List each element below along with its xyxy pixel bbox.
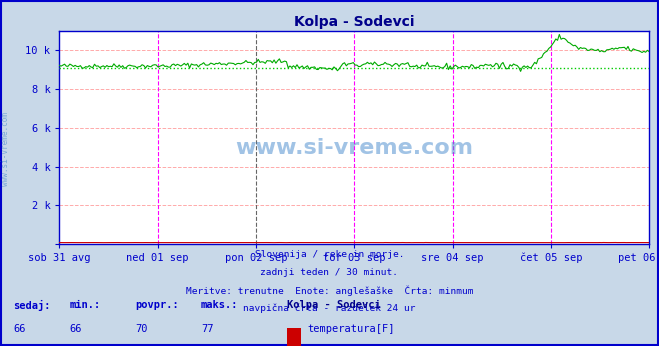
Text: zadnji teden / 30 minut.: zadnji teden / 30 minut. [260,268,399,277]
Text: 70: 70 [135,324,148,334]
Text: 66: 66 [69,324,82,334]
Text: sedaj:: sedaj: [13,300,51,311]
Text: min.:: min.: [69,300,100,310]
Text: temperatura[F]: temperatura[F] [308,324,395,334]
Text: 66: 66 [13,324,26,334]
Text: maks.:: maks.: [201,300,239,310]
Text: Kolpa - Sodevci: Kolpa - Sodevci [287,300,380,310]
Text: www.si-vreme.com: www.si-vreme.com [1,112,10,186]
Text: povpr.:: povpr.: [135,300,179,310]
Text: www.si-vreme.com: www.si-vreme.com [235,138,473,158]
Title: Kolpa - Sodevci: Kolpa - Sodevci [294,15,415,29]
Text: Meritve: trenutne  Enote: anglešaške  Črta: minmum: Meritve: trenutne Enote: anglešaške Črta… [186,286,473,296]
Text: navpična črta - razdelek 24 ur: navpična črta - razdelek 24 ur [243,304,416,313]
Text: Slovenija / reke in morje.: Slovenija / reke in morje. [255,250,404,259]
Text: 77: 77 [201,324,214,334]
